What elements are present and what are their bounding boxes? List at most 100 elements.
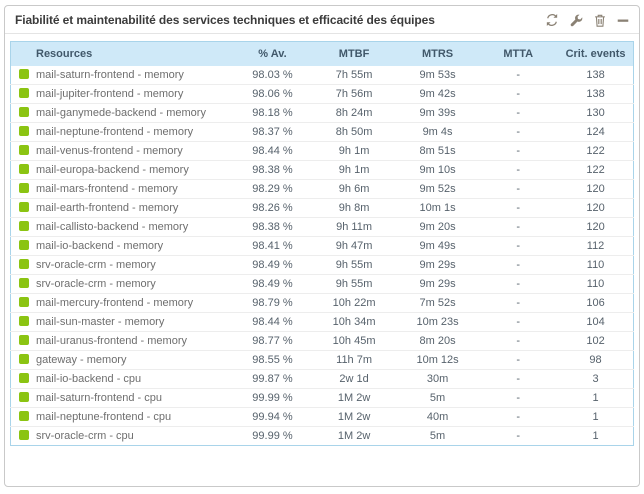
- availability-table: Resources % Av. MTBF MTRS MTTA Crit. eve…: [10, 41, 634, 446]
- mtta-value: -: [478, 160, 559, 180]
- availability-value: 98.41 %: [233, 236, 312, 256]
- mtbf-value: 10h 22m: [311, 293, 397, 313]
- column-header-mtta: MTTA: [478, 41, 559, 66]
- status-ok-icon: [19, 221, 29, 232]
- table-row: mail-mercury-frontend - memory 98.79 % 1…: [10, 293, 634, 313]
- crit-events-value: 122: [558, 141, 634, 161]
- mtrs-value: 5m: [396, 426, 479, 446]
- status-ok-icon: [19, 183, 29, 194]
- mtrs-value: 9m 52s: [396, 179, 479, 199]
- crit-events-value: 138: [558, 84, 634, 104]
- mtta-value: -: [478, 331, 559, 351]
- table-row: mail-venus-frontend - memory 98.44 % 9h …: [10, 141, 634, 161]
- table-row: mail-uranus-frontend - memory 98.77 % 10…: [10, 331, 634, 351]
- mtta-value: -: [478, 198, 559, 218]
- status-ok-icon: [19, 202, 29, 213]
- table-row: mail-sun-master - memory 98.44 % 10h 34m…: [10, 312, 634, 332]
- mtbf-value: 9h 47m: [311, 236, 397, 256]
- widget-title: Fiabilité et maintenabilité des services…: [15, 13, 435, 27]
- mtrs-value: 10m 23s: [396, 312, 479, 332]
- crit-events-value: 120: [558, 217, 634, 237]
- status-ok-icon: [19, 278, 29, 289]
- crit-events-value: 104: [558, 312, 634, 332]
- status-ok-icon: [19, 240, 29, 251]
- resource-name: mail-io-backend - cpu: [36, 373, 142, 386]
- resource-name: mail-europa-backend - memory: [36, 164, 189, 177]
- crit-events-value: 102: [558, 331, 634, 351]
- mtbf-value: 9h 8m: [311, 198, 397, 218]
- availability-value: 98.79 %: [233, 293, 312, 313]
- availability-value: 98.37 %: [233, 122, 312, 142]
- table-row: srv-oracle-crm - memory 98.49 % 9h 55m 9…: [10, 255, 634, 275]
- column-header-crit-events: Crit. events: [558, 41, 634, 66]
- table-row: mail-neptune-frontend - memory 98.37 % 8…: [10, 122, 634, 142]
- crit-events-value: 138: [558, 65, 634, 85]
- mtrs-value: 9m 42s: [396, 84, 479, 104]
- status-ok-icon: [19, 430, 29, 441]
- availability-value: 98.49 %: [233, 255, 312, 275]
- status-ok-icon: [19, 316, 29, 327]
- crit-events-value: 122: [558, 160, 634, 180]
- resource-name: mail-saturn-frontend - memory: [36, 68, 184, 81]
- mtrs-value: 9m 4s: [396, 122, 479, 142]
- mtbf-value: 9h 1m: [311, 141, 397, 161]
- availability-value: 98.26 %: [233, 198, 312, 218]
- status-ok-icon: [19, 354, 29, 365]
- crit-events-value: 1: [558, 407, 634, 427]
- resource-name: mail-jupiter-frontend - memory: [36, 88, 184, 101]
- status-ok-icon: [19, 411, 29, 422]
- mtbf-value: 9h 1m: [311, 160, 397, 180]
- crit-events-value: 110: [558, 274, 634, 294]
- mtbf-value: 8h 50m: [311, 122, 397, 142]
- resource-name: mail-mercury-frontend - memory: [36, 297, 194, 310]
- resource-name: mail-neptune-frontend - memory: [36, 126, 194, 139]
- mtrs-value: 40m: [396, 407, 479, 427]
- table-row: mail-io-backend - memory 98.41 % 9h 47m …: [10, 236, 634, 256]
- status-ok-icon: [19, 88, 29, 99]
- mtrs-value: 9m 29s: [396, 255, 479, 275]
- minus-icon[interactable]: [617, 14, 629, 27]
- mtrs-value: 8m 20s: [396, 331, 479, 351]
- mtrs-value: 10m 1s: [396, 198, 479, 218]
- availability-value: 98.18 %: [233, 103, 312, 123]
- mtta-value: -: [478, 426, 559, 446]
- mtta-value: -: [478, 312, 559, 332]
- widget-toolbar: [545, 13, 629, 27]
- status-ok-icon: [19, 68, 29, 79]
- mtta-value: -: [478, 274, 559, 294]
- mtta-value: -: [478, 84, 559, 104]
- resource-name: mail-ganymede-backend - memory: [36, 107, 206, 120]
- refresh-icon[interactable]: [545, 13, 559, 27]
- table-row: mail-saturn-frontend - memory 98.03 % 7h…: [10, 65, 634, 85]
- trash-icon[interactable]: [594, 14, 606, 27]
- table-row: mail-earth-frontend - memory 98.26 % 9h …: [10, 198, 634, 218]
- mtrs-value: 9m 53s: [396, 65, 479, 85]
- mtbf-value: 1M 2w: [311, 388, 397, 408]
- mtbf-value: 7h 56m: [311, 84, 397, 104]
- mtbf-value: 8h 24m: [311, 103, 397, 123]
- table-row: mail-io-backend - cpu 99.87 % 2w 1d 30m …: [10, 369, 634, 389]
- mtbf-value: 10h 45m: [311, 331, 397, 351]
- mtrs-value: 30m: [396, 369, 479, 389]
- table-header-row: Resources % Av. MTBF MTRS MTTA Crit. eve…: [10, 41, 634, 66]
- table-row: mail-mars-frontend - memory 98.29 % 9h 6…: [10, 179, 634, 199]
- availability-value: 98.44 %: [233, 141, 312, 161]
- mtbf-value: 1M 2w: [311, 407, 397, 427]
- crit-events-value: 106: [558, 293, 634, 313]
- availability-value: 98.06 %: [233, 84, 312, 104]
- crit-events-value: 3: [558, 369, 634, 389]
- table-row: srv-oracle-crm - cpu 99.99 % 1M 2w 5m - …: [10, 426, 634, 446]
- resource-name: mail-io-backend - memory: [36, 240, 164, 253]
- mtrs-value: 9m 39s: [396, 103, 479, 123]
- crit-events-value: 110: [558, 255, 634, 275]
- availability-value: 99.87 %: [233, 369, 312, 389]
- mtrs-value: 8m 51s: [396, 141, 479, 161]
- mtbf-value: 7h 55m: [311, 65, 397, 85]
- crit-events-value: 98: [558, 350, 634, 370]
- resource-name: mail-callisto-backend - memory: [36, 221, 189, 234]
- wrench-icon[interactable]: [570, 14, 583, 27]
- mtta-value: -: [478, 369, 559, 389]
- crit-events-value: 1: [558, 388, 634, 408]
- mtbf-value: 2w 1d: [311, 369, 397, 389]
- status-ok-icon: [19, 145, 29, 156]
